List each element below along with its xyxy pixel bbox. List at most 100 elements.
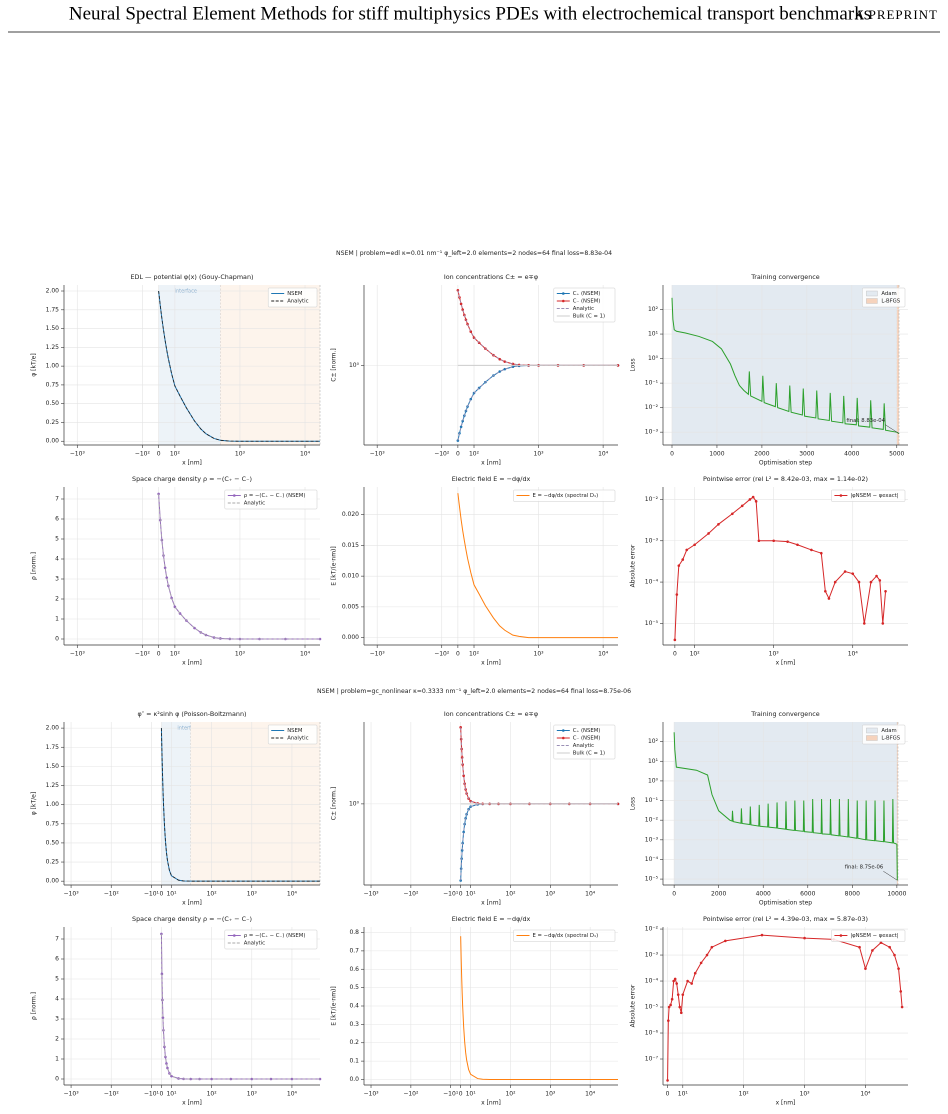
legend-box (513, 489, 616, 502)
x-tick-label: 10⁴ (300, 451, 311, 458)
x-tick-label: 0 (672, 891, 676, 898)
x-tick-label: 2000 (754, 451, 769, 458)
legend-label: C₋ (NSEM) (573, 299, 601, 305)
y-tick-label: 0.020 (342, 511, 359, 518)
data-point (670, 997, 674, 1001)
data-point (705, 953, 709, 957)
x-axis-label: x [nm] (481, 900, 501, 907)
y-tick-label: 10⁻² (645, 404, 659, 411)
x-tick-label: 10¹ (466, 891, 477, 898)
x-tick-label: 0 (456, 451, 460, 458)
x-tick-label: 10² (690, 651, 701, 658)
y-axis-label: φ [kT/e] (31, 792, 38, 815)
y-tick-label: 10⁻⁵ (645, 876, 659, 883)
chart-title: Space charge density ρ = −(C₊ − C₋) (132, 475, 252, 483)
legend-marker (562, 729, 565, 732)
x-tick-label: 10² (469, 651, 480, 658)
x-tick-label: −10³ (64, 891, 80, 898)
data-point (803, 936, 806, 940)
x-tick-label: 10² (505, 891, 516, 898)
y-tick-label: 0.000 (342, 634, 359, 641)
y-tick-label: 0 (55, 1076, 59, 1083)
chart-title: Electric field E = −dφ/dx (452, 475, 531, 483)
data-point (681, 993, 685, 996)
series-line (457, 493, 618, 639)
data-point (897, 967, 900, 970)
x-tick-label: 3000 (799, 451, 814, 458)
y-tick-label: 7 (55, 936, 59, 943)
x-tick-label: 10000 (887, 891, 906, 898)
x-axis-label: x [nm] (182, 660, 202, 667)
x-tick-label: 0 (459, 1091, 463, 1098)
data-point (810, 548, 813, 552)
y-axis-label: Loss (630, 797, 637, 810)
legend-label: Bulk (C = 1) (573, 751, 605, 757)
data-point (862, 622, 866, 625)
y-tick-label: 10⁻³ (645, 429, 659, 436)
data-point (690, 982, 693, 985)
data-point (672, 979, 675, 983)
y-axis-label: C± [norm.] (331, 787, 338, 820)
annotation: final: 8.83e-04 (846, 418, 885, 424)
series-line (160, 728, 320, 882)
subplot: interface 0.00 0.25 0.50 0.75 1.00 1.25 1.50 1.7… (31, 273, 321, 467)
x-tick-label: −10¹ (443, 891, 459, 898)
y-tick-label: 10¹ (648, 758, 659, 765)
y-tick-label: 1.00 (46, 363, 60, 370)
y-tick-label: 10⁻⁴ (645, 579, 659, 586)
y-tick-label: 10² (648, 306, 659, 313)
legend-swatch (866, 727, 878, 734)
legend-label: L-BFGS (881, 299, 900, 305)
y-axis-label: E [kT/(e·nm)] (331, 986, 338, 1025)
data-point (717, 523, 720, 526)
data-point (165, 1062, 168, 1065)
x-tick-label: 10³ (534, 451, 545, 458)
data-point (843, 570, 847, 573)
data-point (754, 500, 758, 503)
preprint-label: A PREPRINT (855, 7, 938, 22)
y-tick-label: 10⁻⁵ (645, 1004, 659, 1011)
y-tick-label: 0.6 (349, 966, 359, 973)
legend-label: Adam (881, 291, 896, 297)
x-tick-label: −10² (104, 891, 120, 898)
x-tick-label: 10² (469, 451, 480, 458)
y-tick-label: 10⁻⁴ (645, 978, 659, 985)
y-tick-label: 0 (55, 636, 59, 643)
legend-label: C₊ (NSEM) (573, 291, 601, 297)
y-tick-label: 5 (55, 976, 59, 983)
x-tick-label: −10² (135, 651, 151, 658)
y-tick-label: 1.75 (46, 744, 60, 751)
legend-label: Analytic (287, 736, 308, 742)
y-tick-label: 10⁻² (645, 496, 659, 503)
data-point (673, 977, 677, 981)
data-point (796, 543, 799, 547)
data-point (459, 879, 462, 882)
data-point (760, 933, 764, 937)
x-tick-label: −10² (403, 891, 419, 898)
x-tick-label: 10⁴ (287, 1091, 298, 1098)
shaded-region (161, 722, 191, 885)
y-tick-label: 10⁻⁴ (645, 856, 659, 863)
data-point (693, 543, 696, 547)
y-tick-label: 1.50 (46, 763, 60, 770)
x-axis-label: x [nm] (182, 460, 202, 467)
y-axis-label: Absolute error (630, 984, 637, 1027)
data-point (824, 589, 827, 593)
chart-title: Electric field E = −dφ/dx (452, 915, 531, 923)
y-tick-label: 0.1 (349, 1058, 359, 1065)
chart-title: EDL — potential φ(x) (Gouy-Chapman) (131, 273, 254, 281)
legend-swatch (866, 290, 878, 297)
legend-label: Adam (881, 728, 896, 734)
data-point (673, 638, 677, 642)
x-axis-label: Optimisation step (759, 900, 812, 907)
x-tick-label: 10³ (769, 651, 780, 658)
x-tick-label: 10³ (800, 1091, 811, 1098)
y-tick-label: 10⁻³ (645, 836, 659, 843)
data-point (857, 580, 861, 584)
y-tick-label: 0.50 (46, 839, 60, 846)
x-tick-label: 10¹ (678, 1091, 689, 1098)
region-label: interface (177, 726, 199, 732)
legend-label: Analytic (287, 299, 308, 305)
x-tick-label: −10² (403, 1091, 419, 1098)
y-tick-label: 0.00 (46, 878, 60, 885)
